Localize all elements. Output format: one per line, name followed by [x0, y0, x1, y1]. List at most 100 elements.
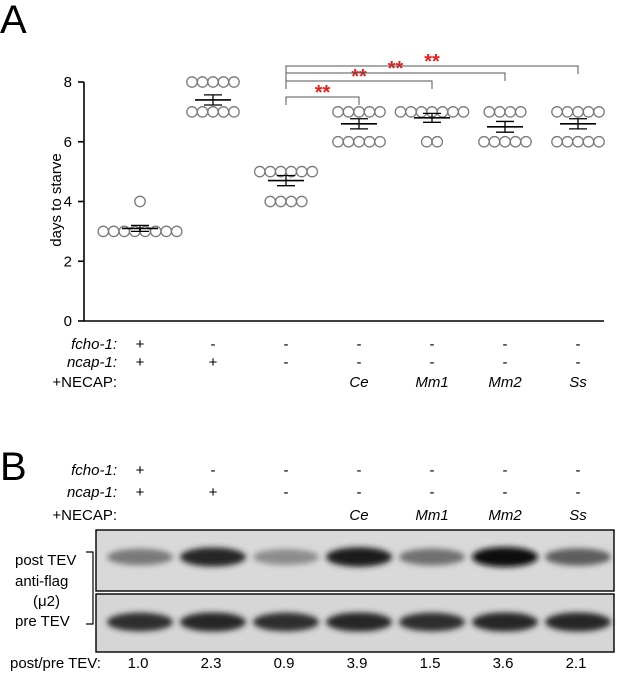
data-point [342, 135, 355, 148]
genotype-cell: - [576, 354, 581, 371]
genotype-cell: - [503, 462, 508, 479]
genotype-cell: - [284, 354, 289, 371]
genotype-cell: Mm1 [415, 507, 448, 524]
genotype-cell: - [430, 354, 435, 371]
significance-stars: ** [424, 51, 440, 73]
data-point [196, 106, 209, 118]
genotype-cell: Mm1 [415, 374, 448, 391]
pre-tev-bands [107, 612, 611, 632]
ncap1-row-label-b: ncap-1: [67, 484, 117, 501]
y-axis-title: days to starve [48, 153, 65, 246]
data-point [332, 106, 344, 118]
blot-band [399, 548, 465, 566]
data-point [107, 225, 120, 238]
data-point [483, 106, 496, 118]
genotype-a-cells: + - - - - - -+ + - - - - -Ce Mm1 Mm2 Ss [136, 336, 588, 391]
genotype-cell: Mm2 [488, 374, 522, 391]
post-tev-bands [107, 547, 611, 567]
blot-band [107, 548, 173, 566]
data-point [582, 106, 595, 118]
data-point [478, 135, 490, 148]
significance-bracket [285, 80, 433, 89]
data-point [353, 135, 365, 148]
data-point [420, 135, 433, 148]
data-point [217, 76, 230, 88]
significance-stars: ** [351, 66, 367, 88]
genotype-cell: + [136, 484, 145, 501]
data-point [374, 135, 386, 148]
genotype-cell: + [209, 484, 218, 501]
necap-row-label-b: +NECAP: [52, 507, 117, 524]
scatter-points [97, 76, 605, 238]
significance-bracket [285, 96, 360, 105]
data-point [228, 76, 240, 88]
genotype-table-a: fcho-1: ncap-1: +NECAP: + - - - - - -+ + - - - - -Ce… [52, 336, 587, 391]
genotype-cell: - [211, 336, 216, 353]
blot-band [107, 612, 173, 632]
blot-band [472, 612, 538, 632]
western-blot [95, 529, 615, 653]
data-point [447, 106, 459, 118]
data-point [363, 106, 376, 118]
blot-band [326, 547, 392, 567]
ratio-value: 3.9 [347, 655, 368, 672]
genotype-cell: + [136, 336, 145, 353]
data-point [509, 135, 522, 148]
blot-band [472, 547, 538, 567]
genotype-cell: Ss [569, 374, 587, 391]
post-tev-label: post TEV [15, 552, 76, 569]
y-ticks: 0 2 4 6 8 [64, 74, 84, 330]
data-point [306, 165, 319, 178]
data-point [374, 106, 386, 118]
blot-labels: post TEV anti-flag (μ2) pre TEV [15, 551, 94, 630]
data-point [499, 135, 511, 148]
genotype-table-b: fcho-1: ncap-1: +NECAP: + - - - - - - + + - - - - - Ce… [52, 462, 587, 524]
data-point [561, 135, 574, 148]
genotype-cell: + [136, 354, 145, 371]
y-tick-label: 8 [64, 74, 72, 91]
data-point [572, 106, 584, 118]
panel-b-letter: B [0, 445, 27, 489]
data-point [394, 106, 407, 118]
genotype-cell: - [357, 336, 362, 353]
data-point [493, 106, 506, 118]
genotype-cell: - [576, 336, 581, 353]
significance-bracket [285, 72, 506, 81]
data-point [520, 135, 532, 148]
ratio-value: 1.0 [128, 655, 149, 672]
genotype-cell: + [136, 462, 145, 479]
data-point [253, 165, 266, 178]
panel-a-letter: A [0, 0, 27, 42]
data-point [593, 135, 605, 148]
pre-tev-label: pre TEV [15, 613, 70, 630]
significance-stars: ** [315, 82, 331, 104]
blot-label-bracket [86, 551, 94, 625]
genotype-cell: + [209, 354, 218, 371]
ratio-value: 0.9 [274, 655, 295, 672]
antibody-label: anti-flag [15, 573, 68, 590]
data-point [134, 195, 146, 208]
genotype-b-cells: + - - - - - - + + - - - - - Ce Mm1 Mm2 Ss [136, 462, 588, 524]
data-point [572, 135, 584, 148]
genotype-cell: - [211, 462, 216, 479]
genotype-cell: - [503, 484, 508, 501]
data-point [160, 225, 173, 238]
data-point [342, 106, 355, 118]
significance-bracket [285, 65, 579, 74]
data-point [274, 195, 287, 208]
data-point [582, 135, 595, 148]
genotype-cell: - [357, 462, 362, 479]
data-point [353, 106, 365, 118]
genotype-cell: - [576, 462, 581, 479]
blot-band [253, 612, 319, 632]
significance-brackets: ** ** ** ** [285, 51, 579, 105]
y-tick-label: 6 [64, 134, 72, 151]
genotype-cell: Ce [349, 374, 368, 391]
blot-band [399, 612, 465, 632]
blot-band [545, 612, 611, 632]
data-point [170, 225, 183, 238]
data-point [551, 135, 563, 148]
data-point [186, 76, 198, 88]
data-point [228, 106, 240, 118]
